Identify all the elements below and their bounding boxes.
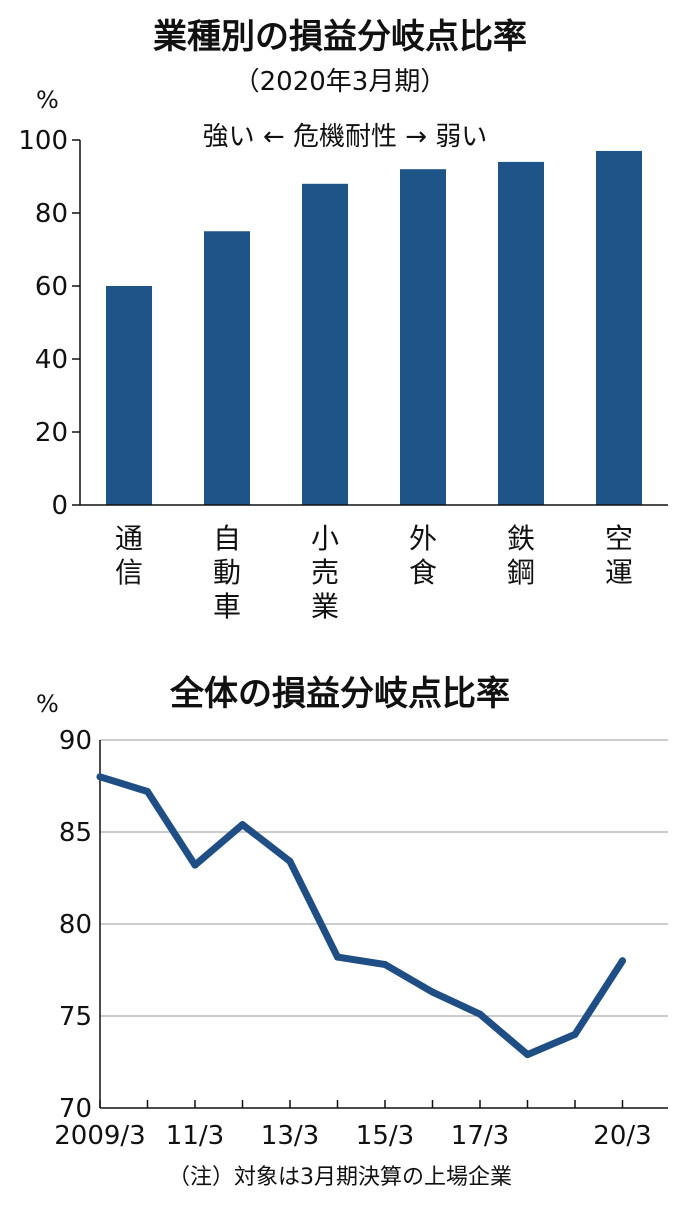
line-chart-title: 全体の損益分岐点比率: [169, 674, 510, 714]
line-point: [524, 1051, 531, 1059]
line-x-tick-label: 2009/3: [54, 1121, 145, 1151]
line-chart-series: [96, 773, 626, 1059]
bar: [400, 169, 446, 505]
bar-y-tick-label: 20: [35, 418, 68, 448]
line-point: [429, 988, 436, 996]
bar: [596, 150, 642, 505]
bar-chart-bars: [106, 150, 642, 506]
line-chart-points: [96, 773, 626, 1059]
line-chart-unit: %: [36, 690, 59, 718]
line-chart-y-ticks: 70 75 80 85 90: [59, 726, 92, 1124]
line-point: [286, 857, 294, 865]
line-point: [239, 821, 246, 829]
bar-category-label: 鉄鋼: [507, 522, 535, 589]
bar-y-tick-label: 80: [35, 199, 68, 229]
line-chart-gridlines: [100, 739, 668, 1017]
line-x-tick-label: 15/3: [356, 1121, 414, 1151]
bar: [204, 231, 250, 505]
bar-y-tick-label: 60: [35, 272, 68, 302]
line-point: [619, 957, 626, 965]
line-x-tick-label: 17/3: [451, 1121, 509, 1151]
bar-chart-unit: %: [36, 86, 59, 114]
bar-chart-y-ticks: 0 20 40 60 80 100: [18, 126, 68, 521]
bar-y-tick-label: 100: [18, 126, 68, 156]
bar: [498, 161, 544, 505]
line-point: [191, 861, 199, 869]
line-point: [476, 1010, 484, 1018]
line-point: [96, 773, 104, 781]
line-point: [381, 960, 389, 968]
line-y-tick-label: 80: [59, 910, 92, 940]
bar-category-label: 外食: [409, 522, 437, 589]
bar: [106, 286, 152, 505]
line-point: [144, 788, 151, 796]
bar: [302, 183, 348, 506]
line-chart-note: （注）対象は3月期決算の上場企業: [168, 1165, 512, 1190]
line-x-tick-label: 13/3: [261, 1121, 319, 1151]
bar-category-label: 通信: [115, 522, 143, 589]
bar-category-label: 自動車: [213, 522, 241, 623]
line-x-tick-label: 20/3: [593, 1121, 651, 1151]
line-point: [334, 953, 341, 961]
line-y-tick-label: 90: [59, 726, 92, 756]
line-y-tick-label: 85: [59, 818, 92, 848]
line-y-tick-label: 75: [59, 1002, 92, 1032]
line-point: [571, 1030, 579, 1038]
line-y-tick-label: 70: [59, 1094, 92, 1124]
bar-category-label: 空運: [605, 522, 633, 589]
bar-chart-categories: 通信 自動車 小売業 外食 鉄鋼 空運: [115, 522, 633, 623]
bar-chart-annotation: 強い ← 危機耐性 → 弱い: [203, 122, 488, 152]
line-chart-x-ticks: 2009/3 11/3 13/3 15/3 17/3 20/3: [54, 1100, 652, 1151]
bar-chart-gridlines: [72, 139, 80, 506]
bar-chart-title: 業種別の損益分岐点比率: [153, 17, 527, 57]
line-x-tick-label: 11/3: [166, 1121, 224, 1151]
bar-category-label: 小売業: [311, 522, 339, 623]
bar-y-tick-label: 0: [51, 491, 68, 521]
bar-y-tick-label: 40: [35, 345, 68, 375]
bar-chart-subtitle: （2020年3月期）: [234, 67, 447, 97]
